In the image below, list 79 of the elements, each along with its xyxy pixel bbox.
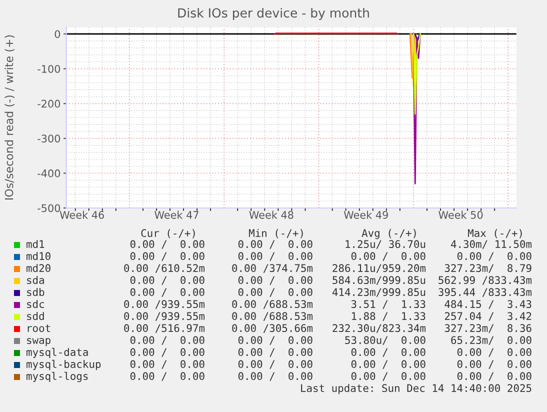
legend-label: root <box>28 324 50 332</box>
line-series <box>412 33 421 115</box>
y-axis-title: IOs/second read (-) / write (+) <box>4 35 15 200</box>
text: 257.04 / 3.42 <box>444 312 532 321</box>
text: 0.00 / 0.00 <box>130 240 204 249</box>
y-tick-label: 0 <box>54 30 60 38</box>
text: 0.00 / 0.00 <box>238 360 312 369</box>
text: Cur (-/+) <box>141 229 195 238</box>
text: 0.00 / 0.00 <box>457 252 532 261</box>
text: Last update: Sun Dec 14 14:40:00 2025 <box>301 384 532 394</box>
text: 0.00 /305.66m <box>232 324 313 333</box>
legend-label: sda <box>27 276 44 284</box>
text: 0.00 / 0.00 <box>351 252 426 261</box>
text: 0.00 / 0.00 <box>351 372 426 381</box>
text: 0.00 / 0.00 <box>130 372 204 381</box>
legend-label: mysql-logs <box>26 372 88 382</box>
text: 0.00 /688.53m <box>232 312 313 321</box>
text: Avg (-/+) <box>362 228 416 240</box>
text: 0.00 / 0.00 <box>457 360 532 369</box>
legend-label: sdd <box>27 312 44 320</box>
text: 395.44 /833.43m <box>438 288 532 297</box>
y-tick-label: -100 <box>38 64 60 73</box>
text: Min (-/+) <box>248 228 303 238</box>
y-tick-label: -200 <box>38 100 60 108</box>
x-tick-label: Week 48 <box>249 210 294 219</box>
x-tick-label: Week 47 <box>154 210 198 219</box>
text: 0.00 / 0.00 <box>238 276 312 285</box>
y-tick-label: -300 <box>38 134 60 142</box>
text: 0.00 / 0.00 <box>130 336 204 345</box>
text: 584.63m/999.85u <box>332 276 426 285</box>
text: 0.00 / 0.00 <box>351 348 426 357</box>
text: 0.00 / 0.00 <box>130 360 204 369</box>
text: 0.00 / 0.00 <box>238 252 312 261</box>
x-tick-label: Week 46 <box>60 210 104 219</box>
text: 0.00 / 0.00 <box>238 348 312 357</box>
text: 0.00 / 0.00 <box>351 360 426 369</box>
text: 562.99 /833.43m <box>438 276 532 285</box>
y-tick-label: -500 <box>38 204 60 212</box>
text: 232.30u/823.34m <box>332 324 426 333</box>
legend-label: sdb <box>27 288 44 296</box>
legend-label: sdc <box>27 300 44 308</box>
text: 0.00 /939.55m <box>124 300 205 309</box>
text: 0.00 /374.75m <box>232 264 313 273</box>
text: 0.00 / 0.00 <box>130 348 204 357</box>
y-tick-label: -400 <box>38 169 60 178</box>
text: 3.51 / 1.33 <box>351 300 426 309</box>
legend-label: md20 <box>26 264 50 272</box>
text: 0.00 / 0.00 <box>238 372 312 381</box>
text: 0.00 / 0.00 <box>457 348 532 357</box>
text: 286.11u/959.20m <box>332 264 426 273</box>
text: 0.00 /688.53m <box>232 300 313 309</box>
text: 0.00 / 0.00 <box>457 372 532 381</box>
text: 1.88 / 1.33 <box>352 312 426 321</box>
text: 0.00 / 0.00 <box>130 276 204 285</box>
legend-label: md1 <box>26 240 44 248</box>
text: Max (-/+) <box>468 229 522 238</box>
chart-title: Disk IOs per device - by month <box>178 8 369 20</box>
text: 414.23m/999.85u <box>332 288 426 297</box>
text: 0.00 /610.52m <box>124 264 205 273</box>
legend-label: swap <box>27 338 50 346</box>
text: 1.25u/ 36.70u <box>346 240 426 249</box>
text: 0.00 / 0.00 <box>238 240 312 249</box>
text: 0.00 /939.55m <box>124 312 205 321</box>
legend-label: mysql-data <box>26 348 88 358</box>
text: 0.00 /516.97m <box>124 324 205 333</box>
text: 327.23m/ 8.36 <box>444 324 532 333</box>
text: 0.00 / 0.00 <box>130 252 204 261</box>
text: 0.00 / 0.00 <box>130 288 204 297</box>
legend-label: mysql-backup <box>26 360 101 370</box>
text: 53.80u/ 0.00 <box>345 336 426 345</box>
text: 4.30m/ 11.50m <box>450 240 532 249</box>
text: 0.00 / 0.00 <box>238 288 312 297</box>
text: 0.00 / 0.00 <box>238 336 312 345</box>
text: 65.23m/ 0.00 <box>451 336 532 345</box>
text: 327.23m/ 8.79 <box>444 264 532 273</box>
x-tick-label: Week 50 <box>438 210 483 219</box>
legend-label: md10 <box>26 252 50 260</box>
x-tick-label: Week 49 <box>344 210 388 219</box>
text: 484.15 / 3.43 <box>444 300 532 309</box>
